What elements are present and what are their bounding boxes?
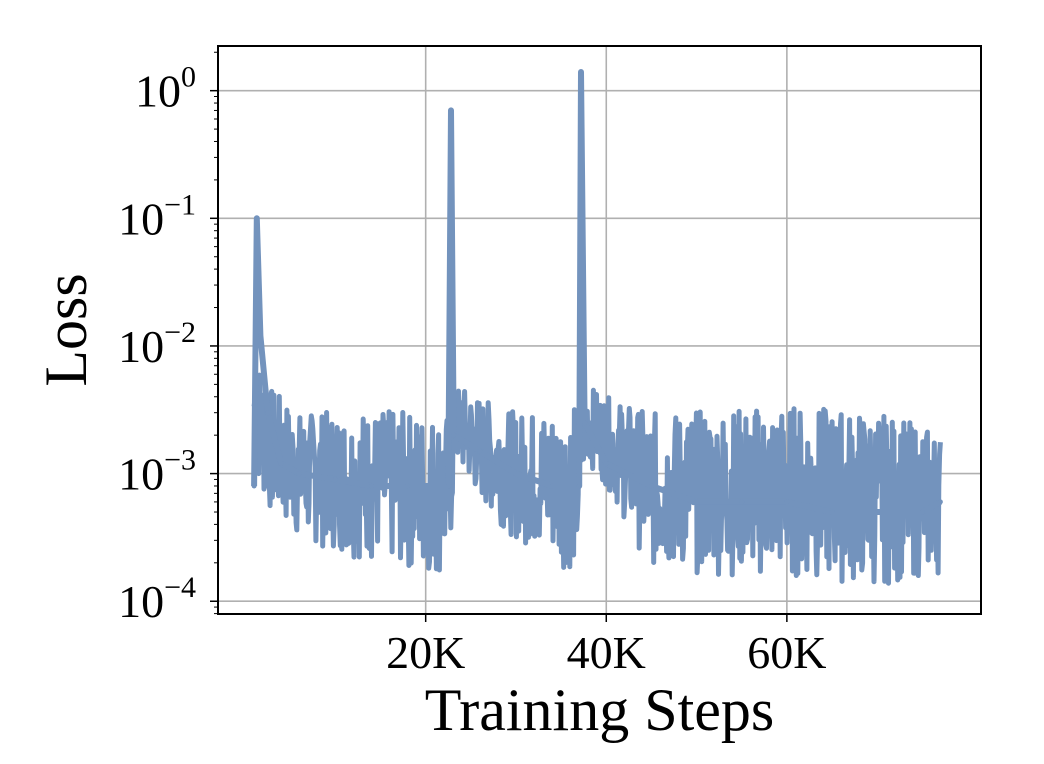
loss-point [578, 69, 584, 75]
y-axis-label: Loss [33, 273, 99, 386]
plot-frame [217, 45, 982, 615]
loss-point [576, 483, 582, 489]
loss-point [369, 483, 375, 489]
loss-point [405, 483, 411, 489]
loss-point [265, 410, 271, 416]
loss-point [784, 499, 790, 505]
loss-point [451, 432, 457, 438]
loss-point [937, 499, 943, 505]
loss-point [278, 460, 284, 466]
loss-point [251, 483, 257, 489]
loss-noise-line [251, 372, 943, 586]
loss-point [448, 107, 454, 113]
y-tick-label: 10−4 [118, 571, 196, 627]
x-tick-label: 60K [747, 627, 826, 678]
y-axis-ticks: 100 10−1 10−2 10−3 10−4 [118, 51, 218, 627]
x-tick-label: 40K [567, 627, 646, 678]
loss-point [603, 460, 609, 466]
loss-point [648, 483, 654, 489]
loss-point [445, 483, 451, 489]
x-axis-label: Training Steps [425, 677, 775, 743]
loss-point [296, 471, 302, 477]
loss-point [919, 509, 925, 515]
loss-point [874, 509, 880, 515]
y-tick-label: 10−3 [118, 444, 196, 500]
loss-point [829, 509, 835, 515]
loss-point [694, 499, 700, 505]
loss-point [477, 448, 483, 454]
loss-point [257, 333, 263, 339]
x-axis-ticks: 20K 40K 60K [386, 614, 826, 678]
y-tick-label: 10−1 [118, 188, 196, 244]
y-tick-label: 10−2 [118, 316, 196, 372]
y-tick-label: 100 [135, 61, 196, 117]
loss-point [739, 499, 745, 505]
loss-series [251, 69, 943, 586]
loss-point [513, 471, 519, 477]
loss-point [582, 420, 588, 426]
x-tick-label: 20K [386, 627, 465, 678]
loss-point [332, 476, 338, 482]
loss-point [549, 483, 555, 489]
loss-point [254, 215, 260, 221]
